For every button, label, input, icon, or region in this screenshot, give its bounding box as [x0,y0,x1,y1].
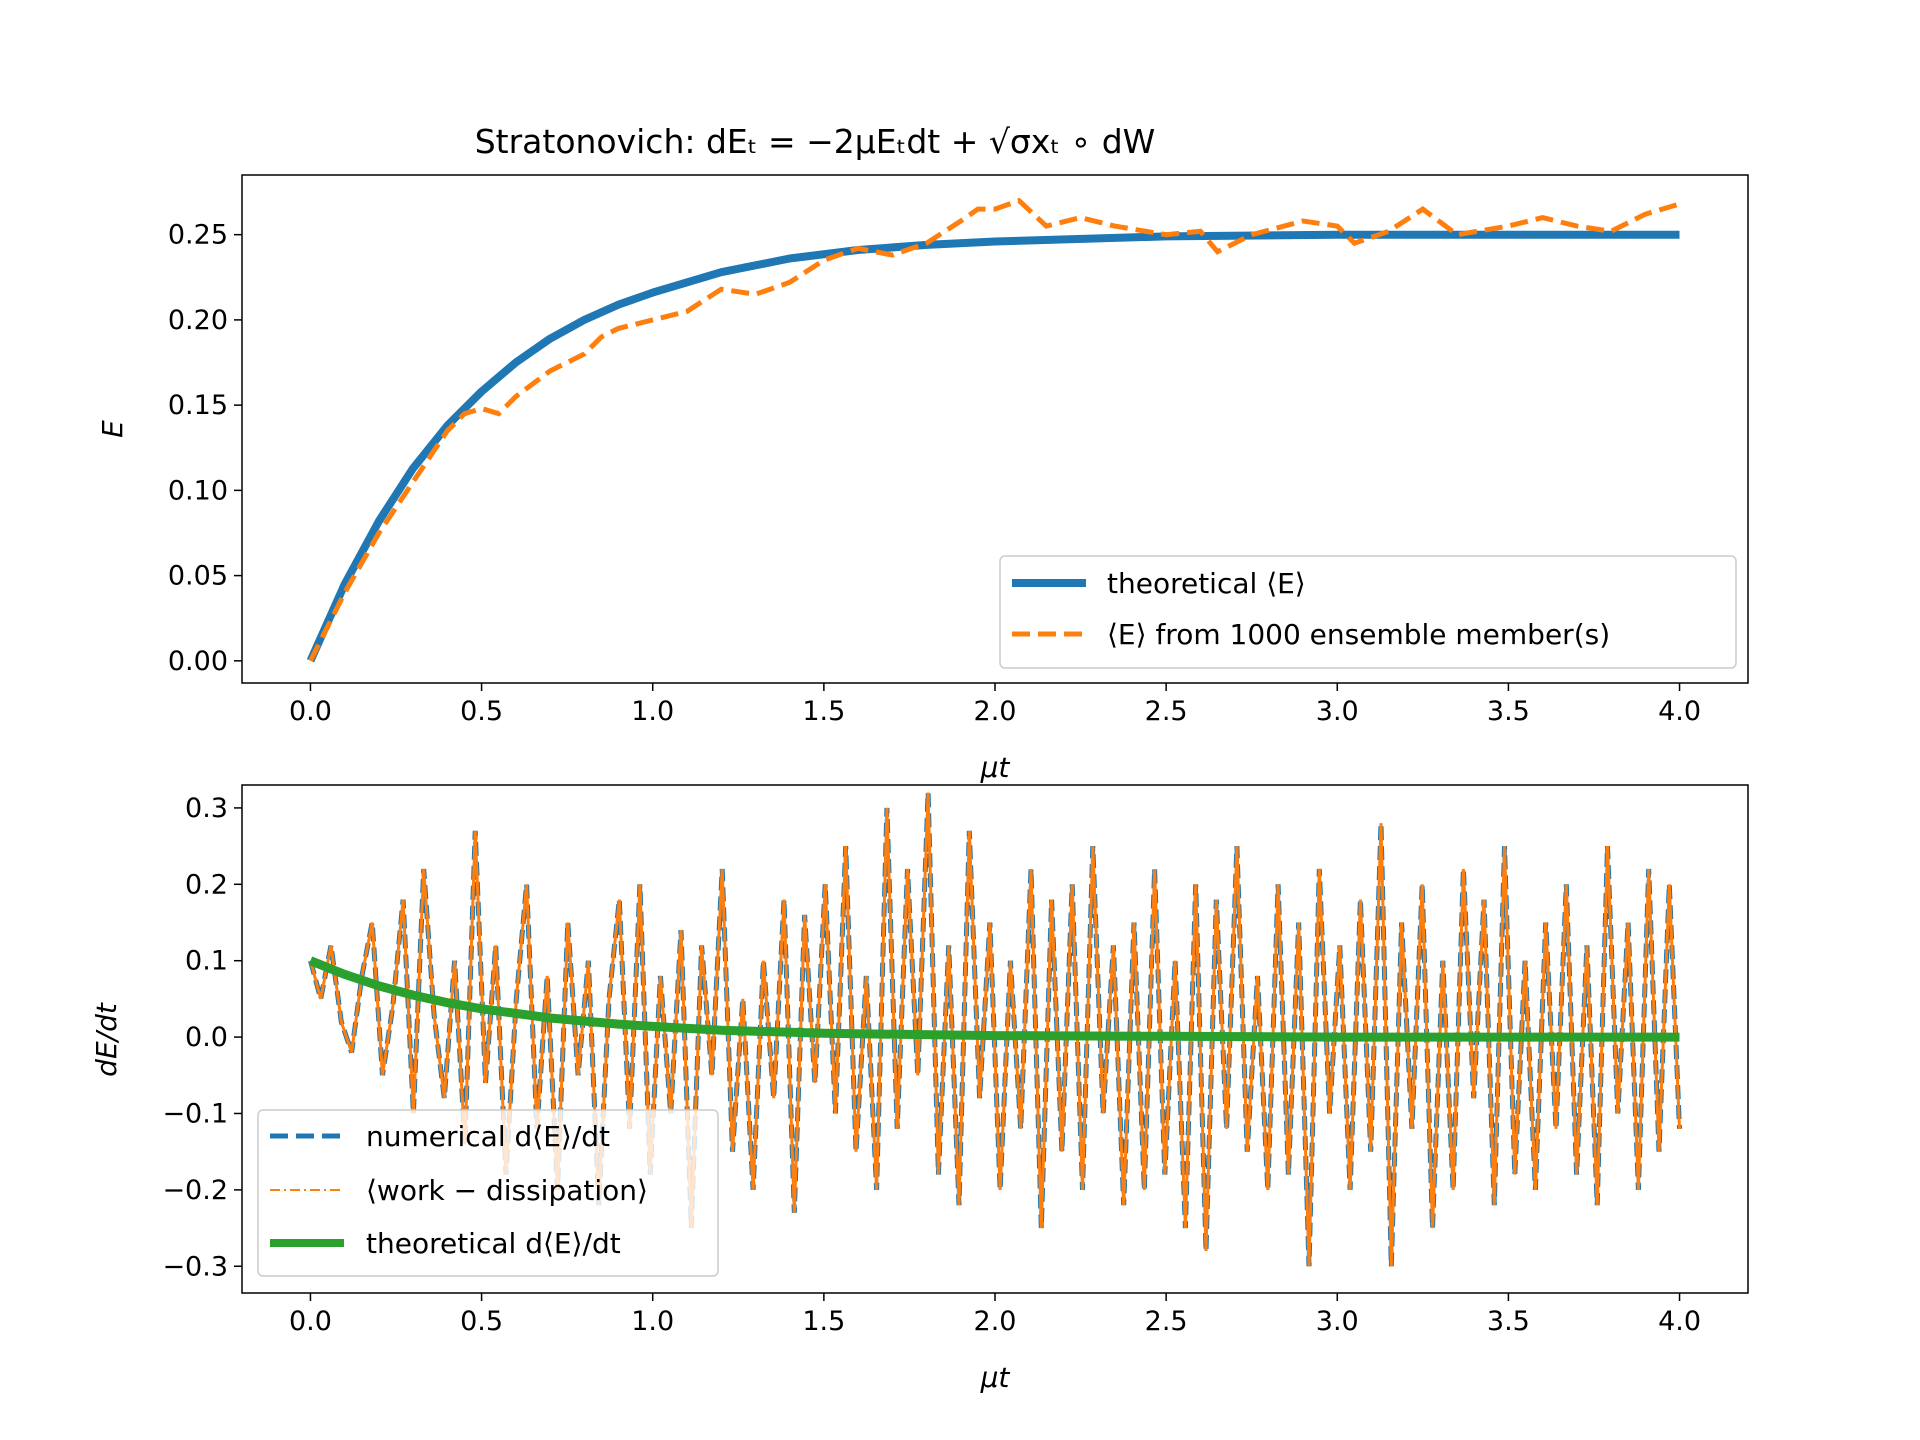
top-series-lines [306,197,1681,663]
chart-title: Stratonovich: dEₜ = −2μEₜdt + √σxₜ ∘ dW [475,122,1156,161]
bottom-ytick-label: 0.2 [185,869,228,900]
bottom-xtick-label: 2.0 [974,1306,1017,1337]
bottom-series-lines [308,792,1682,1267]
series-theoretical-dEdt [308,956,1680,1042]
series-work-dissipation [309,792,1681,1267]
bottom-legend-label-theoretical: theoretical d⟨E⟩/dt [366,1227,621,1260]
series-theoretical-E [306,230,1680,663]
bottom-xtick-label: 1.0 [631,1306,674,1337]
bottom-legend-label-numerical: numerical d⟨E⟩/dt [366,1120,610,1153]
top-legend-label-ensemble: ⟨E⟩ from 1000 ensemble member(s) [1107,618,1610,651]
top-ylabel: E [96,420,129,438]
top-ytick-label: 0.15 [168,390,228,421]
top-xtick-label: 2.0 [974,696,1017,727]
top-ytick-label: 0.10 [168,475,228,506]
bottom-legend-label-work: ⟨work − dissipation⟩ [366,1174,648,1207]
top-xtick-label: 0.5 [460,696,503,727]
top-axis-ticks: 0.0 0.5 1.0 1.5 2.0 2.5 3.0 3.5 4.0 0.00 0.05 0.10 0… [168,220,1701,727]
bottom-ytick-label: −0.1 [162,1098,228,1129]
bottom-ytick-label: −0.3 [162,1251,228,1282]
bottom-xtick-label: 4.0 [1658,1306,1701,1337]
top-xtick-label: 3.0 [1316,696,1359,727]
bottom-xtick-label: 1.5 [802,1306,845,1337]
bottom-chart: 0.0 0.5 1.0 1.5 2.0 2.5 3.0 3.5 4.0 −0.3 −0.2 −0.1 0… [90,784,1749,1394]
top-legend: theoretical ⟨E⟩ ⟨E⟩ from 1000 ensemble m… [999,555,1737,669]
bottom-legend-box [257,1109,719,1277]
bottom-ylabel: dE/dt [90,1002,123,1077]
bottom-xlabel: μt [980,1361,1011,1394]
bottom-ytick-label: 0.1 [185,946,228,977]
bottom-plot-frame [241,784,1749,1294]
series-ensemble-E [308,197,1681,662]
top-xtick-label: 0.0 [289,696,332,727]
top-legend-box [999,555,1737,669]
top-xtick-label: 2.5 [1145,696,1188,727]
bottom-legend: numerical d⟨E⟩/dt ⟨work − dissipation⟩ t… [257,1109,719,1277]
bottom-axis-ticks: 0.0 0.5 1.0 1.5 2.0 2.5 3.0 3.5 4.0 −0.3 −0.2 −0.1 0… [162,793,1701,1337]
bottom-ytick-label: 0.0 [185,1022,228,1053]
bottom-xtick-label: 2.5 [1145,1306,1188,1337]
top-ytick-label: 0.20 [168,305,228,336]
top-xlabel: μt [980,751,1011,784]
top-xtick-label: 1.5 [802,696,845,727]
top-ytick-label: 0.25 [168,220,228,251]
top-chart: Stratonovich: dEₜ = −2μEₜdt + √σxₜ ∘ dW … [96,122,1749,784]
bottom-xtick-label: 3.0 [1316,1306,1359,1337]
bottom-ytick-label: −0.2 [162,1175,228,1206]
top-xtick-label: 4.0 [1658,696,1701,727]
top-plot-frame [241,174,1749,684]
top-legend-label-theoretical: theoretical ⟨E⟩ [1107,567,1306,600]
bottom-xtick-label: 3.5 [1487,1306,1530,1337]
top-ytick-label: 0.00 [168,646,228,677]
top-xtick-label: 3.5 [1487,696,1530,727]
top-xtick-label: 1.0 [631,696,674,727]
bottom-ytick-label: 0.3 [185,793,228,824]
bottom-xtick-label: 0.5 [460,1306,503,1337]
top-ytick-label: 0.05 [168,561,228,592]
bottom-xtick-label: 0.0 [289,1306,332,1337]
